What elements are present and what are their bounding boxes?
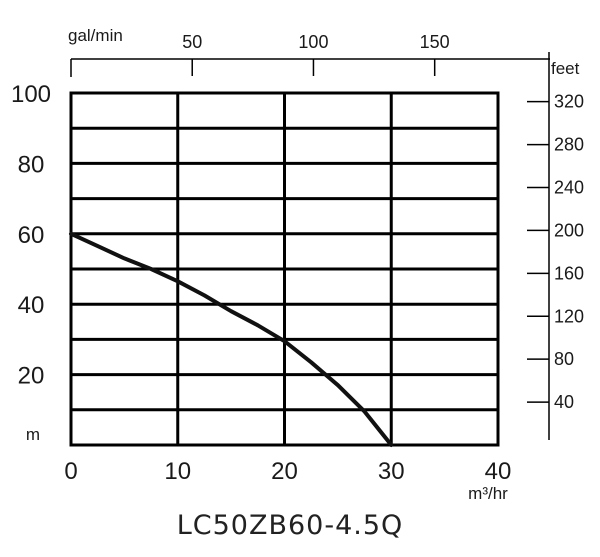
bottom-axis-tick-label: 30 [378,458,405,485]
right-axis-tick-label: 320 [554,92,584,112]
left-axis-tick-label: 40 [18,292,45,319]
plot-border [69,91,500,447]
bottom-axis-tick-label: 40 [485,458,512,485]
right-axis-tick-label: 160 [554,263,584,283]
right-axis-tick-label: 240 [554,178,584,198]
left-axis-unit: m [26,425,40,444]
left-axis-meters: 100 80 60 40 20 m [11,81,51,444]
right-axis-feet: feet 320 280 240 200 160 120 80 40 [527,52,584,440]
chart-grid [71,93,498,445]
right-axis-unit: feet [551,59,580,78]
chart-title: LC50ZB60-4.5Q [176,510,404,541]
right-axis-tick-label: 280 [554,135,584,155]
right-axis-tick-label: 120 [554,306,584,326]
right-axis-tick-label: 200 [554,220,584,240]
top-axis-unit: gal/min [68,26,123,45]
top-axis-gpm: gal/min 50 100 150 [68,26,550,77]
left-axis-tick-label: 80 [18,151,45,178]
bottom-axis-tick-label: 0 [64,458,77,485]
right-axis-tick-label: 40 [554,392,574,412]
bottom-axis-tick-label: 20 [271,458,298,485]
left-axis-tick-label: 20 [18,363,45,390]
left-axis-tick-label: 100 [11,81,51,108]
series-layer [69,231,394,447]
bottom-axis-tick-label: 10 [164,458,191,485]
right-axis-tick-label: 80 [554,349,574,369]
plot-frame [69,91,500,447]
top-axis-tick-label: 100 [298,32,328,52]
bottom-axis-unit: m³/hr [468,484,508,503]
left-axis-tick-label: 60 [18,222,45,249]
top-axis-tick-label: 50 [182,32,202,52]
top-axis-tick-label: 150 [420,32,450,52]
